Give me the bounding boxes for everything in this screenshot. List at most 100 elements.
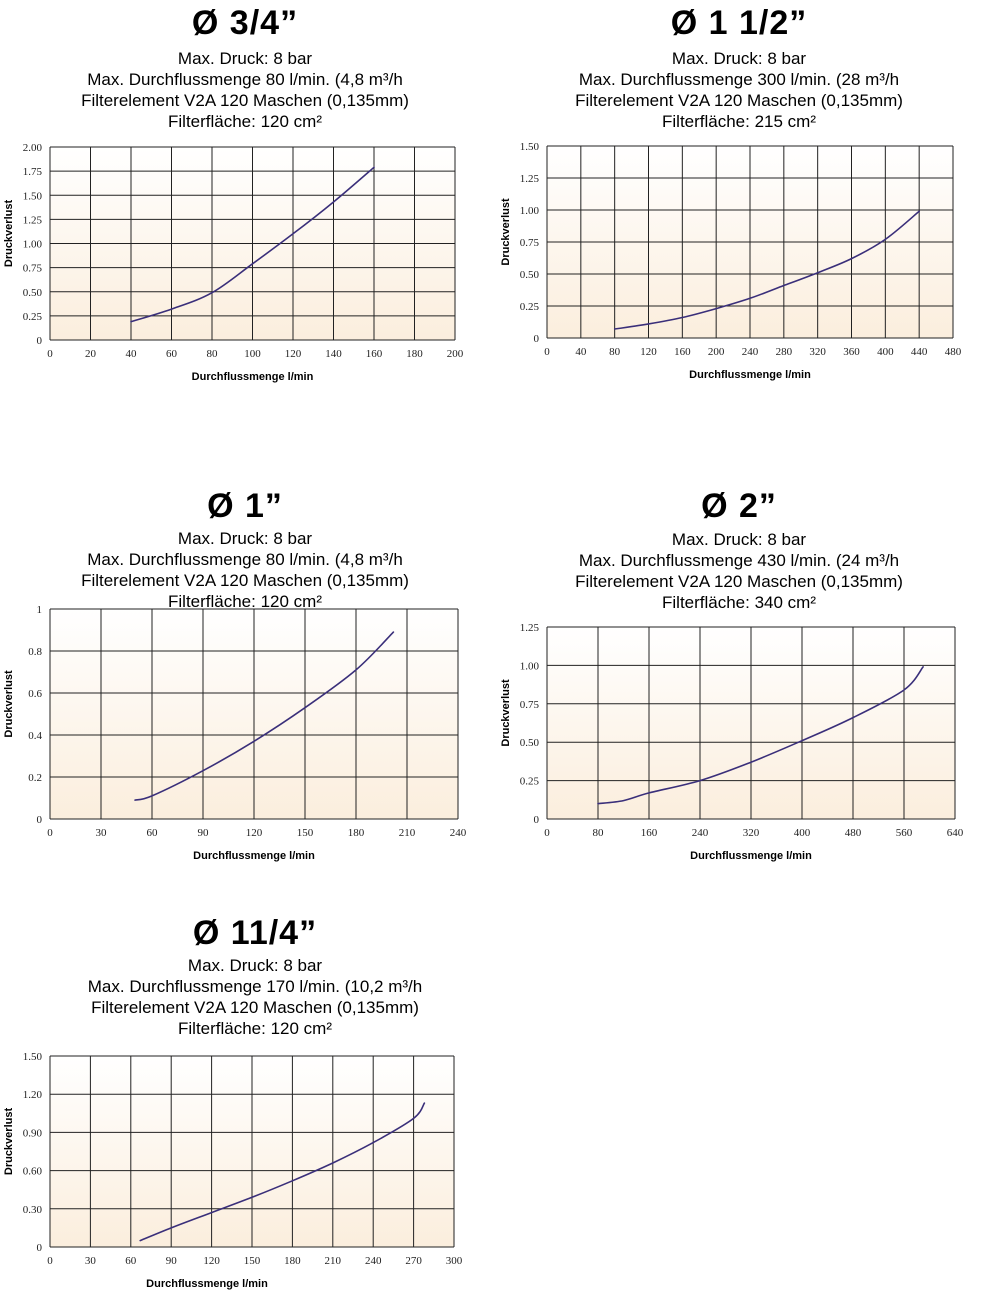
x-tick-label: 150 — [244, 1255, 261, 1267]
x-tick-label: 40 — [126, 348, 138, 360]
x-tick-label: 160 — [641, 827, 658, 839]
y-tick-label: 1.25 — [520, 622, 540, 634]
series-line — [139, 1102, 426, 1242]
y-tick-label: 0.25 — [520, 301, 540, 313]
series-line — [130, 166, 375, 323]
x-tick-label: 30 — [96, 827, 108, 839]
pressure-loss-chart: 0 80 160 240 320 400 480 560 640 0 0.25 0.50 0.75 1.0… — [500, 622, 964, 862]
x-tick-label: 180 — [406, 348, 423, 360]
y-tick-label: 0.25 — [520, 776, 540, 788]
spec-max-pressure: Max. Druck: 8 bar — [187, 956, 323, 975]
y-tick-label: 0.6 — [28, 688, 42, 700]
spec-filter-area: Filterfläche: 120 cm² — [168, 112, 322, 131]
x-tick-label: 210 — [399, 827, 416, 839]
y-axis-label: Druckverlust — [500, 198, 512, 266]
x-tick-label: 160 — [366, 348, 383, 360]
x-tick-label: 60 — [147, 827, 159, 839]
y-tick-label: 0.50 — [23, 287, 43, 299]
series-line — [613, 210, 920, 330]
spec-max-pressure: Max. Druck: 8 bar — [177, 49, 313, 68]
y-axis-label: Druckverlust — [500, 679, 512, 747]
y-tick-label: 0 — [37, 1242, 43, 1254]
chart-title: Ø 1 1/2” — [670, 4, 808, 42]
y-tick-label: 0.75 — [520, 699, 540, 711]
x-tick-label: 640 — [947, 827, 964, 839]
chart-title: Ø 11/4” — [192, 914, 318, 952]
x-tick-label: 270 — [405, 1255, 422, 1267]
y-tick-label: 1.00 — [23, 239, 43, 251]
y-tick-label: 0.75 — [23, 263, 43, 275]
x-tick-label: 200 — [708, 346, 725, 358]
x-tick-label: 90 — [198, 827, 210, 839]
y-tick-label: 1.75 — [23, 166, 43, 178]
x-tick-label: 480 — [845, 827, 862, 839]
x-tick-label: 240 — [692, 827, 709, 839]
x-tick-label: 80 — [609, 346, 621, 358]
spec-max-pressure: Max. Druck: 8 bar — [671, 530, 807, 549]
y-tick-label: 2.00 — [23, 142, 43, 154]
x-tick-label: 80 — [593, 827, 605, 839]
y-tick-label: 1.25 — [23, 214, 43, 226]
y-tick-label: 0.8 — [28, 646, 42, 658]
y-tick-label: 0 — [534, 814, 540, 826]
x-tick-label: 300 — [446, 1255, 463, 1267]
x-tick-label: 120 — [203, 1255, 220, 1267]
y-tick-label: 0.75 — [520, 237, 540, 249]
y-tick-label: 0 — [37, 814, 43, 826]
spec-max-flow: Max. Durchflussmenge 170 l/min. (10,2 m³… — [87, 977, 423, 996]
spec-filter-area: Filterfläche: 340 cm² — [662, 593, 816, 612]
spec-max-flow: Max. Durchflussmenge 300 l/min. (28 m³/h — [578, 70, 900, 89]
y-tick-label: 1 — [37, 604, 43, 616]
x-tick-label: 0 — [47, 1255, 53, 1267]
y-tick-label: 0.50 — [520, 269, 540, 281]
y-tick-label: 1.50 — [520, 141, 540, 153]
y-tick-label: 1.50 — [23, 1051, 43, 1063]
spec-max-flow: Max. Durchflussmenge 430 l/min. (24 m³/h — [578, 551, 900, 570]
series-line — [134, 631, 395, 801]
x-tick-label: 90 — [166, 1255, 178, 1267]
x-axis-label: Durchflussmenge l/min — [146, 1278, 268, 1290]
pressure-loss-chart: 0 30 60 90 120 150 180 210 240 0 0.2 0.4 0.6 0.8 1 Durc… — [3, 604, 467, 862]
chart-panel-3-4: Ø 3/4” Max. Druck: 8 bar Max. Durchfluss… — [0, 0, 490, 400]
spec-filter-element: Filterelement V2A 120 Maschen (0,135mm) — [575, 91, 903, 110]
y-tick-label: 1.25 — [520, 173, 540, 185]
y-axis-label: Druckverlust — [3, 670, 15, 738]
chart-panel-1: Ø 1” Max. Druck: 8 bar Max. Durchflussme… — [0, 485, 490, 880]
y-axis-label: Druckverlust — [3, 200, 15, 268]
y-tick-label: 1.00 — [520, 660, 540, 672]
spec-filter-element: Filterelement V2A 120 Maschen (0,135mm) — [81, 91, 409, 110]
spec-filter-area: Filterfläche: 120 cm² — [178, 1019, 332, 1038]
y-tick-label: 0.4 — [28, 730, 42, 742]
chart-panel-11-4: Ø 11/4” Max. Druck: 8 bar Max. Durchflus… — [0, 910, 510, 1292]
y-tick-label: 0.30 — [23, 1204, 43, 1216]
spec-filter-element: Filterelement V2A 120 Maschen (0,135mm) — [81, 571, 409, 590]
x-axis-label: Durchflussmenge l/min — [193, 850, 315, 862]
x-tick-label: 200 — [447, 348, 464, 360]
x-tick-label: 240 — [742, 346, 759, 358]
x-tick-label: 30 — [85, 1255, 97, 1267]
x-tick-label: 120 — [246, 827, 263, 839]
x-tick-label: 320 — [743, 827, 760, 839]
x-tick-label: 400 — [794, 827, 811, 839]
chart-title: Ø 3/4” — [191, 4, 299, 42]
y-tick-label: 0.90 — [23, 1127, 43, 1139]
pressure-loss-chart: 0 20 40 60 80 100 120 140 160 180 200 0 0.25 0.50 0.75… — [3, 142, 464, 383]
y-axis-label: Druckverlust — [3, 1108, 15, 1176]
x-tick-label: 560 — [896, 827, 913, 839]
x-tick-label: 60 — [166, 348, 178, 360]
x-axis-label: Durchflussmenge l/min — [689, 369, 811, 381]
pressure-loss-chart: 0 30 60 90 120 150 180 210 240 270 300 0 0.30 0.60 0.9… — [3, 1051, 463, 1290]
x-tick-label: 120 — [640, 346, 657, 358]
y-tick-label: 1.00 — [520, 205, 540, 217]
chart-panel-1-1-2: Ø 1 1/2” Max. Druck: 8 bar Max. Durchflu… — [497, 0, 981, 400]
x-tick-label: 280 — [776, 346, 793, 358]
x-tick-label: 150 — [297, 827, 314, 839]
x-tick-label: 140 — [325, 348, 342, 360]
x-tick-label: 480 — [945, 346, 962, 358]
chart-title: Ø 1” — [207, 487, 283, 525]
spec-filter-area: Filterfläche: 215 cm² — [662, 112, 816, 131]
x-axis-label: Durchflussmenge l/min — [690, 850, 812, 862]
y-tick-label: 0.50 — [520, 737, 540, 749]
x-tick-label: 40 — [575, 346, 587, 358]
x-tick-label: 120 — [285, 348, 302, 360]
